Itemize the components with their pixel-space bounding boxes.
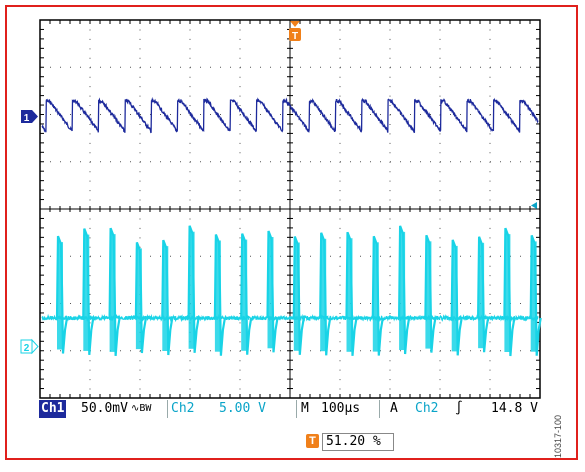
ch2-pulse-body (57, 242, 63, 350)
ch2-pulse-body (399, 231, 406, 350)
ch2-pulse-body (293, 242, 300, 351)
ch2-pulse-body (478, 242, 485, 349)
ch2-marker-label: 2 (24, 343, 30, 354)
ch2-pulse-body (530, 241, 537, 352)
ch2-pulse-body (109, 234, 116, 352)
ch1-marker-label: 1 (24, 113, 30, 124)
ch1-waveform (41, 96, 539, 134)
ch1-ground-marker[interactable]: 1 (21, 110, 38, 124)
ch2-pulse-body (241, 239, 248, 351)
trigger-position-icon: T (306, 434, 319, 448)
trigger-slope-icon: ∫ (455, 401, 463, 416)
figure-id: 10317-100 (553, 414, 563, 458)
trigger-marker-label: T (292, 31, 298, 42)
ch2-ground-marker[interactable]: 2 (20, 338, 39, 355)
ch1-bandwidth-icon: ∿BW (131, 403, 152, 414)
timebase-value[interactable]: 100µs (321, 401, 361, 416)
ch2-label[interactable]: Ch2 (171, 401, 195, 416)
ch2-pulse-body (188, 231, 195, 349)
status-bar: Ch1 50.0mV ∿BW Ch2 5.00 V M 100µs A Ch2 … (39, 400, 544, 418)
trigger-position-percent[interactable]: 51.20 % (322, 433, 394, 451)
ch2-pulse-body (214, 240, 221, 352)
ch2-pulse-body (267, 237, 274, 349)
ch1-trace (41, 96, 539, 134)
divider (379, 400, 380, 418)
trigger-mode: A (390, 401, 398, 416)
ch2-pulse-body (504, 234, 511, 352)
ch2-cell (167, 400, 297, 418)
ch2-scale: 5.00 V (219, 401, 266, 416)
trigger-position-marker[interactable]: T (289, 21, 301, 42)
trigger-level-marker[interactable] (531, 202, 537, 209)
timebase-label: M (301, 401, 309, 416)
ch2-pulse-body (320, 238, 327, 352)
ch2-trace (41, 225, 542, 357)
ch2-pulse-body (451, 245, 458, 352)
figure-frame (5, 5, 578, 460)
ch2-pulse-body (135, 248, 142, 350)
ch2-pulse-body (83, 234, 90, 351)
ch1-scale: 50.0mV (81, 401, 128, 416)
trace-markers: T 1 2 (20, 21, 537, 355)
trigger-level[interactable]: 14.8 V (491, 401, 538, 416)
ch2-pulse-body (372, 242, 379, 352)
ch2-pulse-body (346, 238, 353, 352)
ch2-pulse-body (162, 246, 169, 351)
ch1-label[interactable]: Ch1 (39, 400, 67, 418)
ch2-baseline (41, 313, 539, 323)
ch2-pulse-body (425, 241, 432, 349)
trigger-source[interactable]: Ch2 (415, 401, 439, 416)
